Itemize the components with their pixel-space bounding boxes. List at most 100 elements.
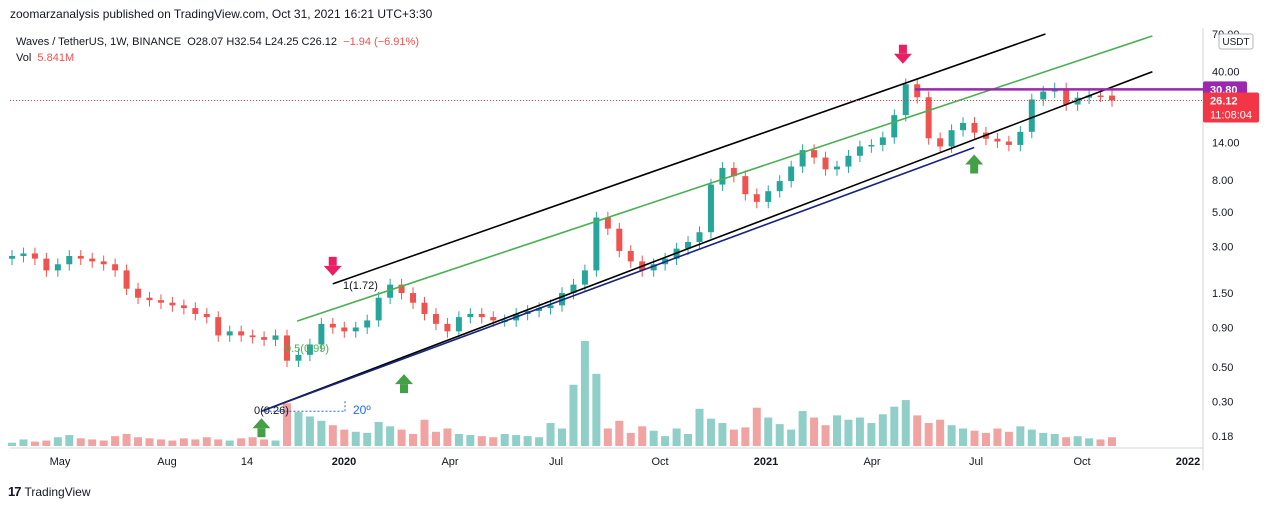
volume-bar bbox=[947, 425, 956, 446]
volume-bar bbox=[855, 417, 864, 446]
candle-body bbox=[341, 327, 348, 332]
candle-body bbox=[834, 166, 840, 170]
volume-bar bbox=[535, 437, 544, 446]
arrow-down-icon bbox=[323, 256, 342, 276]
price-change: −1.94 (−6.91%) bbox=[343, 36, 419, 48]
volume-bar bbox=[1050, 433, 1059, 446]
volume-bar bbox=[76, 438, 85, 446]
price-tick-label: 5.00 bbox=[1212, 207, 1233, 219]
symbol-legend[interactable]: Waves / TetherUS, 1W, BINANCE O28.07 H32… bbox=[16, 36, 419, 48]
drawings[interactable] bbox=[10, 33, 1203, 438]
volume-bar bbox=[729, 429, 738, 446]
last-price-label: 26.12 11:08:04 bbox=[1203, 92, 1259, 123]
candle-body bbox=[856, 146, 863, 156]
volume-bar bbox=[134, 437, 143, 446]
fib-0-label: 0(0.26) bbox=[254, 405, 289, 417]
price-chart[interactable]: 70.0040.0014.008.005.003.001.500.900.500… bbox=[0, 0, 1280, 480]
volume-bar bbox=[145, 438, 154, 446]
symbol-name: Waves / TetherUS, 1W, BINANCE bbox=[16, 36, 182, 48]
candle-body bbox=[306, 344, 313, 355]
volume-bar bbox=[833, 415, 841, 446]
price-tick-label: 40.00 bbox=[1212, 67, 1240, 79]
volume-bar bbox=[626, 432, 635, 446]
candle-body bbox=[467, 313, 474, 318]
candle-body bbox=[100, 261, 107, 265]
volume-bar bbox=[1062, 437, 1071, 446]
volume-bar bbox=[466, 435, 475, 446]
candle-body bbox=[66, 255, 73, 265]
candle-body bbox=[215, 317, 222, 336]
candle-body bbox=[1109, 95, 1115, 101]
volume-bar bbox=[19, 439, 28, 446]
volume-bar bbox=[374, 421, 383, 446]
candle-body bbox=[432, 313, 439, 324]
volume-bar bbox=[649, 430, 658, 446]
time-tick-label: Oct bbox=[651, 456, 668, 468]
candle-body bbox=[822, 157, 829, 170]
volume-bar bbox=[1108, 437, 1116, 446]
arrow-down-icon bbox=[893, 44, 912, 64]
candle-body bbox=[478, 313, 485, 318]
volume-bar bbox=[1016, 426, 1025, 446]
candle-body bbox=[192, 308, 199, 314]
volume-bar bbox=[775, 424, 784, 446]
candlesticks bbox=[9, 78, 1115, 368]
candle-body bbox=[9, 255, 15, 259]
volume-bar bbox=[351, 431, 360, 446]
volume-bar bbox=[1039, 432, 1048, 446]
time-tick-label: 2021 bbox=[754, 456, 778, 468]
candle-body bbox=[948, 130, 955, 147]
volume-bar bbox=[8, 442, 16, 446]
volume-bar bbox=[260, 439, 269, 446]
volume-bar bbox=[718, 423, 727, 446]
candle-body bbox=[375, 297, 382, 321]
volume-bars bbox=[8, 341, 1116, 446]
volume-bar bbox=[558, 428, 566, 446]
candle-body bbox=[730, 167, 737, 177]
candle-body bbox=[77, 255, 84, 259]
candle-body bbox=[89, 258, 96, 262]
time-tick-label: Apr bbox=[863, 456, 880, 468]
candle-body bbox=[1028, 99, 1035, 132]
volume-bar bbox=[397, 429, 406, 446]
volume-bar bbox=[168, 440, 177, 446]
footer[interactable]: 17 TradingView bbox=[8, 484, 91, 499]
volume-bar bbox=[512, 435, 521, 446]
candle-body bbox=[1063, 88, 1070, 105]
tradingview-logo: 17 bbox=[8, 484, 22, 499]
upper-channel-line bbox=[332, 33, 1046, 285]
axes: 70.0040.0014.008.005.003.001.500.900.500… bbox=[50, 29, 1259, 468]
candle-body bbox=[238, 331, 245, 336]
candle-body bbox=[157, 300, 164, 303]
volume-bar bbox=[580, 341, 589, 446]
volume-legend[interactable]: Vol 5.841M bbox=[16, 52, 74, 64]
volume-bar bbox=[810, 417, 819, 446]
volume-bar bbox=[65, 435, 74, 446]
volume-bar bbox=[111, 436, 120, 446]
time-tick-label: May bbox=[50, 456, 71, 468]
candle-body bbox=[994, 138, 1001, 142]
candle-body bbox=[845, 155, 852, 167]
candle-body bbox=[707, 184, 714, 233]
volume-bar bbox=[981, 432, 990, 446]
arrow-up-icon bbox=[395, 374, 413, 394]
volume-bar bbox=[878, 414, 887, 446]
time-tick-label: 2022 bbox=[1176, 456, 1200, 468]
candle-body bbox=[284, 335, 290, 361]
volume-bar bbox=[523, 436, 532, 446]
candle-body bbox=[226, 331, 233, 336]
candle-body bbox=[914, 84, 921, 98]
volume-bar bbox=[202, 437, 211, 446]
midline-line bbox=[296, 35, 1153, 322]
volume-bar bbox=[386, 426, 395, 446]
time-tick-label: Jul bbox=[549, 456, 563, 468]
candle-body bbox=[685, 241, 692, 249]
lower-channel-line bbox=[261, 70, 1153, 412]
volume-bar bbox=[317, 420, 326, 446]
candle-body bbox=[788, 166, 795, 182]
candle-body bbox=[398, 284, 405, 294]
volume-bar bbox=[454, 433, 463, 446]
volume-bar bbox=[328, 425, 337, 446]
candle-body bbox=[455, 317, 462, 332]
price-tick-label: 0.18 bbox=[1212, 431, 1233, 443]
